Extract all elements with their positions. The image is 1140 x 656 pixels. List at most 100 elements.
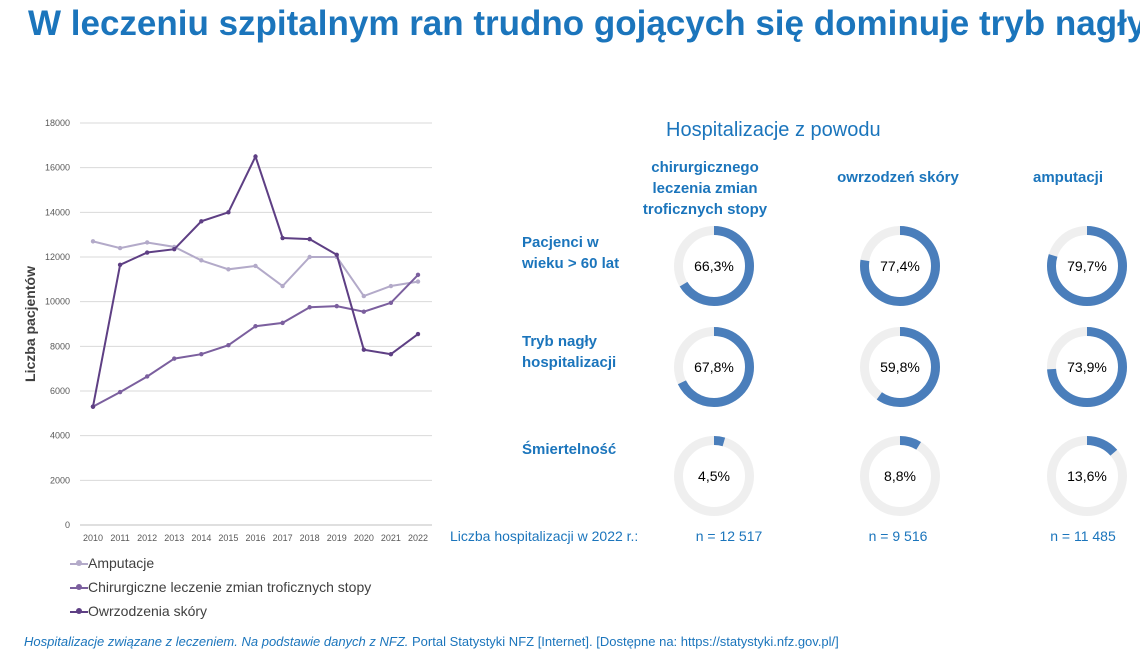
- x-tick-label: 2016: [245, 533, 265, 543]
- data-point: [226, 267, 231, 272]
- source-note-italic: Hospitalizacje związane z leczeniem. Na …: [24, 634, 409, 649]
- donut-arc: [674, 226, 754, 306]
- counts-label: Liczba hospitalizacji w 2022 r.:: [450, 528, 639, 544]
- data-point: [144, 240, 150, 245]
- data-point: [388, 283, 394, 289]
- row-header-urgent: Tryb nagły hospitalizacji: [522, 331, 616, 373]
- data-point: [199, 351, 204, 357]
- donut-chart: 13,6%: [1047, 436, 1127, 516]
- panel-title: Hospitalizacje z powodu: [666, 119, 881, 141]
- donut-graphic: [674, 436, 754, 516]
- donut-arc: [1047, 226, 1127, 306]
- donut-arc: [860, 226, 940, 306]
- legend-label: Owrzodzenia skóry: [88, 603, 208, 619]
- source-note: Hospitalizacje związane z leczeniem. Na …: [24, 634, 839, 649]
- donut-graphic: [1047, 436, 1127, 516]
- donut-value: 67,8%: [694, 359, 734, 375]
- series-line: [92, 240, 419, 298]
- column-header-line: chirurgicznego: [651, 159, 759, 176]
- donut-value: 13,6%: [1067, 468, 1107, 484]
- series-line: [92, 153, 419, 407]
- x-tick-label: 2021: [381, 533, 401, 543]
- source-note-text: Portal Statystyki NFZ [Internet]. [Dostę…: [408, 634, 839, 649]
- legend-label: Amputacje: [88, 555, 155, 571]
- donut-value: 8,8%: [884, 468, 916, 484]
- x-tick-label: 2022: [408, 533, 428, 543]
- y-axis-label: Liczba pacjentów: [22, 266, 38, 382]
- donut-chart: 73,9%: [1047, 327, 1127, 407]
- y-tick-label: 18000: [45, 118, 70, 128]
- donut-graphic: [674, 226, 754, 306]
- donut-graphic: [860, 226, 940, 306]
- data-point: [280, 320, 285, 326]
- donut-chart: 8,8%: [860, 436, 940, 516]
- column-header-line: leczenia zmian: [652, 180, 758, 197]
- data-point: [117, 245, 123, 251]
- data-point: [307, 305, 312, 310]
- donut-graphic: [860, 327, 940, 407]
- data-point: [388, 300, 394, 305]
- x-tick-label: 2013: [164, 533, 184, 543]
- x-tick-label: 2018: [300, 533, 320, 543]
- donut-chart: 59,8%: [860, 327, 940, 407]
- donut-graphic: [674, 327, 754, 407]
- donut-graphic: [1047, 327, 1127, 407]
- donut-arc: [1047, 436, 1127, 516]
- x-tick-label: 2011: [110, 533, 129, 543]
- donut-value: 79,7%: [1067, 258, 1107, 274]
- x-tick-label: 2020: [354, 533, 374, 543]
- data-point: [361, 293, 367, 299]
- data-point: [199, 219, 204, 224]
- data-point: [253, 154, 258, 159]
- data-point: [117, 389, 123, 395]
- donut-chart: 67,8%: [674, 327, 754, 407]
- slide-title: W leczeniu szpitalnym ran trudno gojącyc…: [28, 4, 1140, 43]
- count-value: n = 11 485: [1050, 528, 1116, 544]
- data-point: [144, 250, 150, 255]
- data-point: [117, 262, 123, 268]
- donut-chart: 4,5%: [674, 436, 754, 516]
- data-point: [199, 258, 204, 263]
- data-point: [253, 324, 258, 329]
- data-point: [226, 210, 231, 215]
- data-point: [388, 351, 394, 357]
- legend-label: Chirurgiczne leczenie zmian troficznych …: [88, 579, 372, 595]
- x-tick-label: 2017: [273, 533, 293, 543]
- x-tick-label: 2014: [191, 533, 211, 543]
- row-header-mortality: Śmiertelność: [522, 439, 616, 460]
- data-point: [307, 254, 312, 260]
- row-header-line: Śmiertelność: [522, 441, 617, 458]
- row-header-line: Tryb nagły: [522, 333, 598, 350]
- row-header-line: wieku > 60 lat: [522, 255, 620, 272]
- donut-chart: 66,3%: [674, 226, 754, 306]
- data-point: [415, 331, 421, 337]
- donut-arc: [860, 436, 940, 516]
- data-point: [334, 303, 339, 309]
- data-point: [172, 356, 177, 361]
- y-tick-label: 8000: [50, 341, 70, 351]
- donut-graphic: [1047, 226, 1127, 306]
- donut-chart: 77,4%: [860, 226, 940, 306]
- data-point: [144, 374, 150, 379]
- data-point: [307, 236, 312, 242]
- column-header-chirurgiczne: chirurgicznego leczenia zmian troficznyc…: [630, 157, 780, 220]
- legend-swatch: [70, 608, 88, 614]
- donut-value: 73,9%: [1067, 359, 1107, 375]
- x-tick-label: 2015: [218, 533, 238, 543]
- donut-chart: 79,7%: [1047, 226, 1127, 306]
- x-tick-label: 2019: [327, 533, 347, 543]
- y-tick-label: 16000: [45, 163, 70, 173]
- data-point: [90, 239, 96, 244]
- x-tick-label: 2012: [137, 533, 157, 543]
- data-point: [361, 347, 367, 352]
- column-header-amputacje: amputacji: [1018, 167, 1118, 188]
- count-value: n = 9 516: [868, 528, 928, 544]
- y-tick-label: 4000: [50, 431, 70, 441]
- donut-arc: [674, 327, 754, 407]
- data-point: [226, 343, 231, 348]
- legend-swatch: [70, 560, 88, 566]
- donut-value: 59,8%: [880, 359, 920, 375]
- data-point: [415, 279, 421, 284]
- column-header-owrzodzenia: owrzodzeń skóry: [823, 167, 973, 188]
- row-header-line: hospitalizacji: [522, 354, 617, 371]
